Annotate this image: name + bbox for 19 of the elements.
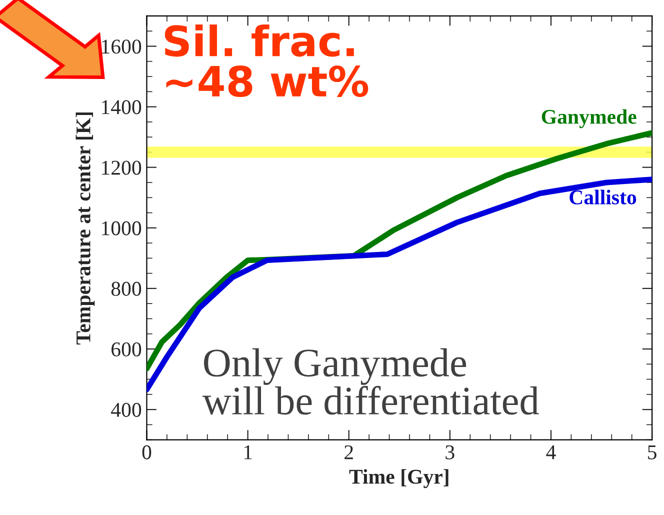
x-tick-label: 3 [446,445,454,460]
y-tick-label: 800 [111,282,142,296]
y-tick-label: 1600 [102,40,142,54]
y-tick-label: 600 [112,342,142,356]
x-tick-label: 5 [648,445,656,460]
y-tick-label: 1000 [102,221,142,236]
x-axis-title: Time [Gyr] [349,469,448,488]
annotation: Sil. frac. ~48 wt% [164,24,368,98]
x-tick-label: 1 [244,445,252,460]
annotation: Only Ganymede will be differentiated [202,348,539,415]
x-tick-label: 4 [546,445,556,460]
x-tick-label: 2 [344,445,353,460]
series-label: Ganymede [542,109,636,128]
series-label: Callisto [570,190,636,204]
y-axis-title: Temperature at center [K] [76,112,95,345]
y-tick-label: 1400 [102,100,142,114]
y-tick-label: 400 [111,402,142,417]
y-tick-label: 1200 [102,160,142,175]
x-tick-label: 0 [142,445,152,460]
